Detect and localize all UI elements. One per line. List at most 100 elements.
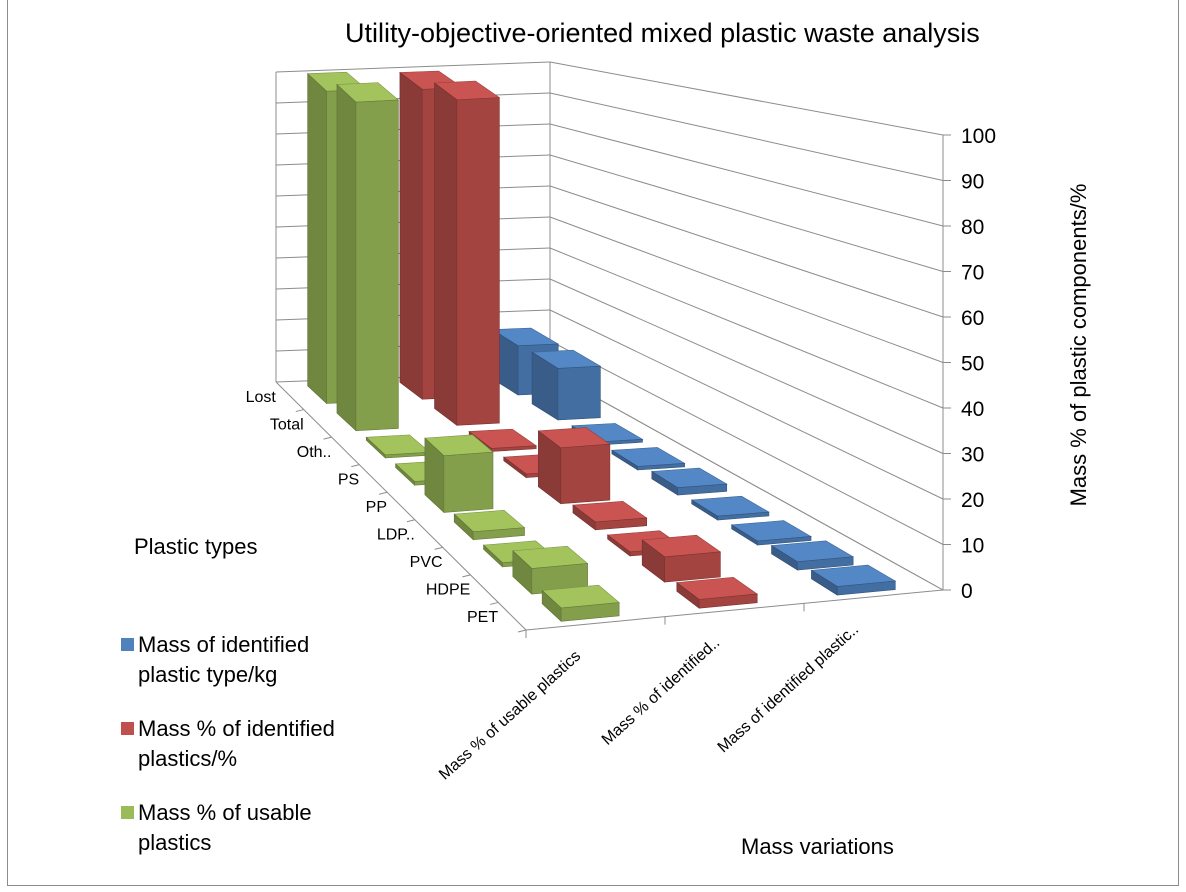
bar-front [717, 511, 770, 521]
legend-label: Mass % of identified plastics/% [138, 714, 335, 774]
bar-2-4 [650, 467, 728, 496]
bar-top [365, 434, 431, 456]
category-tick [323, 436, 332, 440]
bar-front [443, 451, 494, 513]
category-label: PET [467, 609, 498, 626]
gridline-side [549, 185, 944, 318]
bar-0-4 [424, 434, 494, 514]
category-tick [462, 574, 471, 578]
bar-1-4 [537, 427, 611, 505]
legend-label-line1: Mass % of usable [138, 800, 312, 825]
category-tick [378, 491, 388, 495]
y-tick-label: 80 [961, 216, 984, 239]
category-label: Oth.. [297, 444, 332, 461]
legend-label-line2: plastics/% [138, 746, 238, 771]
bar-side [399, 71, 423, 400]
x-axis-title: Plastic types [134, 534, 258, 559]
bar-front [560, 602, 620, 622]
chart-frame: 0 10 20 30 40 50 60 70 80 90 100 PET HDPE PVC LDP.. PP P… [7, 0, 1179, 886]
bar-front [757, 536, 812, 546]
gridline-side [549, 92, 944, 181]
y-tick-label: 60 [961, 307, 984, 330]
category-tick [490, 601, 499, 605]
floor-left-edge [275, 381, 527, 631]
bar-front [560, 443, 611, 505]
legend-label-line2: plastics [138, 830, 212, 855]
z-axis-title: Mass variations [741, 834, 894, 859]
bar-front [491, 445, 537, 452]
gridline-side [549, 216, 944, 363]
gridline-side [549, 123, 944, 227]
floor-front-edge [525, 589, 944, 631]
chart-canvas: 0 10 20 30 40 50 60 70 80 90 100 PET HDPE PVC LDP.. PP P… [134, 18, 1091, 859]
bar-0-6 [365, 434, 431, 459]
bar-front [355, 99, 399, 432]
legend-item: Mass % of identified plastics/% [121, 714, 391, 774]
legend-swatch [121, 806, 134, 819]
gridline-side [549, 154, 944, 272]
category-label: PVC [410, 554, 443, 571]
bar-0-0 [541, 584, 620, 623]
bar-side [307, 72, 327, 405]
bar-1-7 [433, 80, 501, 426]
bar-front [664, 551, 721, 583]
category-tick [517, 629, 527, 633]
legend-label-line2: plastic type/kg [138, 662, 278, 687]
bar-front [456, 97, 500, 426]
chart-title: Utility-objective-oriented mixed plastic… [345, 18, 980, 48]
y-tick-label: 20 [961, 489, 984, 512]
bar-1-3 [572, 501, 648, 531]
bar-front [472, 527, 525, 540]
bar-0-3 [453, 509, 526, 541]
category-label: PS [338, 471, 359, 488]
legend-item: Mass of identified plastic type/kg [121, 630, 391, 690]
bar-front [557, 365, 601, 421]
legend-label: Mass % of usable plastics [138, 798, 312, 858]
gridline-side [549, 340, 944, 545]
gridline-side [549, 247, 944, 409]
category-label: HDPE [426, 582, 470, 599]
bar-0-1 [512, 545, 589, 595]
bar-1-0 [675, 577, 759, 609]
bar-2-5 [610, 447, 686, 471]
bar-0-7 [336, 82, 400, 432]
y-tick-label: 40 [961, 398, 984, 421]
category-tick [434, 546, 443, 550]
legend-label-line1: Mass of identified [138, 632, 310, 657]
bar-2-3 [690, 495, 770, 521]
bar-front [797, 556, 854, 571]
bar-2-2 [730, 520, 812, 546]
gridline-back [275, 61, 551, 73]
series-axis-label: Mass of identified plastic.. [715, 621, 863, 756]
series-axis-label: Mass % of identified.. [599, 634, 723, 748]
category-tick [406, 519, 416, 523]
y-tick-label: 50 [961, 353, 984, 376]
legend-item: Mass % of usable plastics [121, 798, 391, 858]
category-label: Total [270, 416, 304, 433]
y-axis-title: Mass % of plastic components/% [1066, 184, 1091, 507]
y-tick-label: 90 [961, 171, 984, 194]
y-tick-label: 70 [961, 262, 984, 285]
series-axis-label: Mass % of usable plastics [436, 648, 584, 784]
category-tick [351, 464, 360, 468]
legend-swatch [121, 722, 134, 735]
gridline-side [549, 278, 944, 454]
category-tick [295, 409, 304, 413]
bar-2-1 [770, 540, 855, 571]
bar-2-0 [810, 564, 897, 596]
legend-swatch [121, 638, 134, 651]
legend: Mass of identified plastic type/kg Mass % … [121, 630, 391, 882]
gridline-side [549, 61, 944, 136]
y-tick-label: 100 [961, 125, 996, 148]
bar-front [836, 580, 896, 596]
chart-bars [306, 70, 897, 623]
bar-front [637, 462, 685, 471]
legend-label-line1: Mass % of identified [138, 716, 335, 741]
y-tick-label: 10 [961, 535, 984, 558]
bar-side [434, 82, 458, 426]
y-tick-label: 30 [961, 444, 984, 467]
bar-front [595, 517, 648, 531]
legend-label: Mass of identified plastic type/kg [138, 630, 309, 690]
y-tick-label: 0 [961, 580, 973, 603]
bar-1-1 [641, 534, 722, 583]
